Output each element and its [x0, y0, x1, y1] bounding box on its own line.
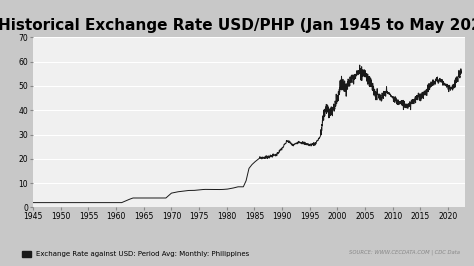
Legend: Exchange Rate against USD: Period Avg: Monthly: Philippines: Exchange Rate against USD: Period Avg: M…: [19, 248, 252, 260]
Text: SOURCE: WWW.CECDATA.COM | CDC Data: SOURCE: WWW.CECDATA.COM | CDC Data: [349, 250, 460, 255]
Title: Historical Exchange Rate USD/PHP (Jan 1945 to May 2023): Historical Exchange Rate USD/PHP (Jan 19…: [0, 18, 474, 33]
